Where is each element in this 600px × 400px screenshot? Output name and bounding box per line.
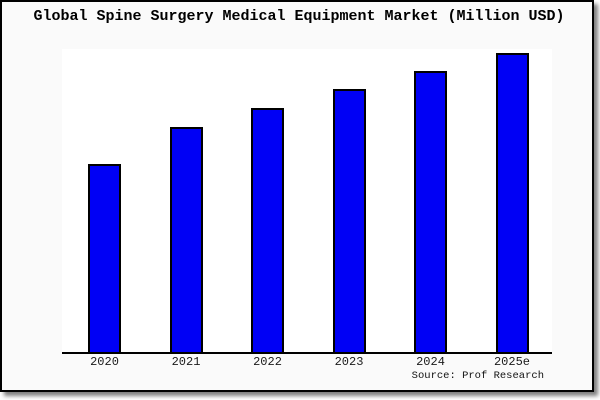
bar-2025e [495,53,529,352]
x-tick-label-2023: 2023 [334,355,364,369]
bar-2022 [251,108,284,352]
x-tick-label-2022: 2022 [253,355,282,369]
bar-2023 [332,89,366,352]
chart-card: Global Spine Surgery Medical Equipment M… [0,0,594,392]
bar-2021 [169,127,203,352]
source-attribution: Source: Prof Research [411,370,544,382]
x-tick-label-2024: 2024 [416,355,445,369]
plot-area [62,49,552,354]
x-tick-label-2020: 2020 [90,355,119,369]
bar-2020 [88,164,121,352]
chart-title: Global Spine Surgery Medical Equipment M… [33,8,565,25]
x-tick-label-2025e: 2025e [493,355,530,369]
bar-2024 [414,71,447,352]
x-tick-label-2021: 2021 [171,355,201,369]
